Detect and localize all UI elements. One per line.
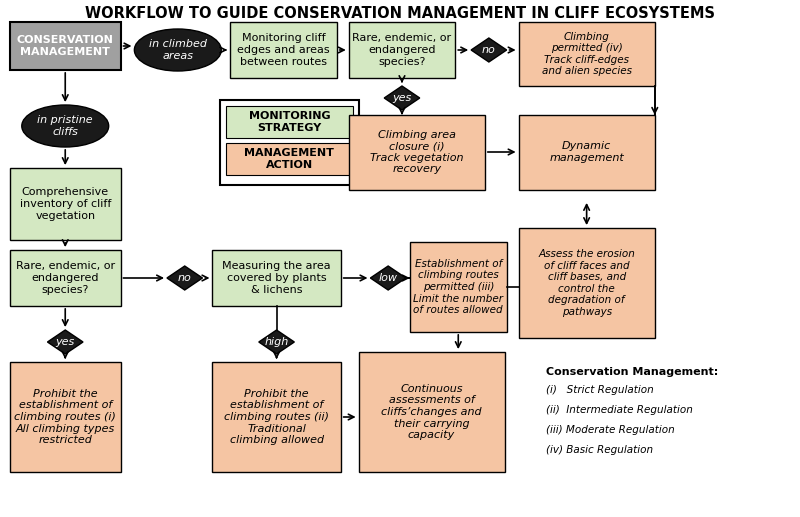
Text: Continuous
assessments of
cliffs’changes and
their carrying
capacity: Continuous assessments of cliffs’changes… [382,384,482,440]
Text: MONITORING
STRATEGY: MONITORING STRATEGY [249,111,330,133]
Text: Comprehensive
inventory of cliff
vegetation: Comprehensive inventory of cliff vegetat… [19,187,111,221]
Text: MANAGEMENT
ACTION: MANAGEMENT ACTION [245,148,334,170]
Text: (iv) Basic Regulation: (iv) Basic Regulation [546,445,654,455]
Text: (i)   Strict Regulation: (i) Strict Regulation [546,385,654,395]
Polygon shape [384,86,420,110]
FancyBboxPatch shape [358,352,505,472]
Text: in pristine
cliffs: in pristine cliffs [38,115,93,137]
Polygon shape [370,266,406,290]
Polygon shape [258,330,294,354]
Text: yes: yes [392,93,412,103]
FancyBboxPatch shape [10,362,121,472]
FancyBboxPatch shape [226,143,353,175]
FancyBboxPatch shape [10,168,121,240]
Text: Assess the erosion
of cliff faces and
cliff bases, and
control the
degradation o: Assess the erosion of cliff faces and cl… [538,249,635,317]
Text: low: low [378,273,398,283]
Text: Monitoring cliff
edges and areas
between routes: Monitoring cliff edges and areas between… [237,34,330,67]
Text: Climbing area
closure (i)
Track vegetation
recovery: Climbing area closure (i) Track vegetati… [370,130,463,174]
FancyBboxPatch shape [349,22,455,78]
Text: Rare, endemic, or
endangered
species?: Rare, endemic, or endangered species? [353,34,451,67]
Text: (iii) Moderate Regulation: (iii) Moderate Regulation [546,425,675,435]
Polygon shape [167,266,202,290]
FancyBboxPatch shape [349,115,485,190]
Text: Rare, endemic, or
endangered
species?: Rare, endemic, or endangered species? [16,262,115,295]
FancyBboxPatch shape [226,106,353,138]
Text: CONSERVATION
MANAGEMENT: CONSERVATION MANAGEMENT [17,35,114,57]
FancyBboxPatch shape [410,242,506,332]
FancyBboxPatch shape [518,22,654,86]
Polygon shape [47,330,83,354]
FancyBboxPatch shape [230,22,337,78]
Polygon shape [471,38,506,62]
Text: (ii)  Intermediate Regulation: (ii) Intermediate Regulation [546,405,693,415]
Text: no: no [178,273,192,283]
Ellipse shape [22,105,109,147]
Ellipse shape [134,29,222,71]
FancyBboxPatch shape [212,362,341,472]
Text: Dynamic
management: Dynamic management [550,141,624,163]
FancyBboxPatch shape [10,22,121,70]
Text: Climbing
permitted (iv)
Track cliff-edges
and alien species: Climbing permitted (iv) Track cliff-edge… [542,32,632,77]
Text: no: no [482,45,496,55]
FancyBboxPatch shape [518,228,654,338]
Text: in climbed
areas: in climbed areas [149,39,207,61]
FancyBboxPatch shape [10,250,121,306]
Text: Establishment of
climbing routes
permitted (iii)
Limit the number
of routes allo: Establishment of climbing routes permitt… [414,259,503,315]
Text: Measuring the area
covered by plants
& lichens: Measuring the area covered by plants & l… [222,262,331,295]
Text: Prohibit the
establishment of
climbing routes (i)
All climbing types
restricted: Prohibit the establishment of climbing r… [14,389,116,445]
FancyBboxPatch shape [212,250,341,306]
FancyBboxPatch shape [220,100,358,185]
Text: WORKFLOW TO GUIDE CONSERVATION MANAGEMENT IN CLIFF ECOSYSTEMS: WORKFLOW TO GUIDE CONSERVATION MANAGEMEN… [85,7,715,22]
Text: high: high [265,337,289,347]
Text: Prohibit the
establishment of
climbing routes (ii)
Traditional
climbing allowed: Prohibit the establishment of climbing r… [224,389,329,445]
FancyBboxPatch shape [518,115,654,190]
Text: Conservation Management:: Conservation Management: [546,367,718,377]
Text: yes: yes [56,337,75,347]
